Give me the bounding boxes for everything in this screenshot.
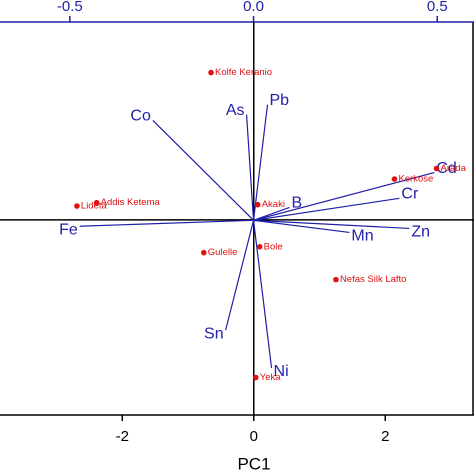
loading-label: Cr bbox=[401, 186, 419, 203]
loading-label: Ni bbox=[274, 363, 289, 380]
loading-label: Pb bbox=[269, 92, 289, 109]
score-label: Kerkose bbox=[398, 174, 433, 185]
x-tick-label: 2 bbox=[381, 428, 389, 445]
loading-label: Sn bbox=[204, 325, 224, 342]
score-point bbox=[333, 276, 339, 283]
loading-label: Co bbox=[130, 108, 151, 125]
loading-arrow bbox=[152, 120, 254, 221]
x-axis-label: PC1 bbox=[237, 454, 270, 473]
score-point bbox=[433, 165, 440, 172]
loading-arrow bbox=[252, 104, 269, 221]
score-label: Yeka bbox=[260, 372, 281, 383]
loading-label: Mn bbox=[351, 228, 373, 245]
score-label: Bole bbox=[264, 241, 283, 252]
score-label: Lideta bbox=[81, 201, 108, 212]
loading-arrow bbox=[253, 219, 410, 230]
x2-tick-label: -0.5 bbox=[57, 0, 83, 15]
loading-arrow bbox=[225, 220, 255, 331]
score-label: Addis Ketema bbox=[101, 197, 161, 208]
score-label: Nefas Silk Lafto bbox=[340, 274, 407, 285]
score-label: Arada bbox=[441, 163, 467, 174]
loading-label: Zn bbox=[411, 224, 430, 241]
loading-arrow bbox=[79, 219, 254, 227]
score-label: Gulelle bbox=[208, 247, 238, 258]
score-point bbox=[201, 249, 207, 256]
score-point bbox=[93, 199, 100, 206]
loading-arrow bbox=[253, 172, 435, 221]
x-tick-label: -2 bbox=[116, 428, 129, 445]
score-point bbox=[252, 374, 259, 381]
loading-label: B bbox=[292, 195, 303, 212]
score-point bbox=[74, 203, 80, 209]
loading-arrow bbox=[253, 206, 290, 221]
score-point bbox=[254, 201, 261, 208]
score-label: Kolfe Keranio bbox=[215, 67, 272, 78]
score-label: Akaki bbox=[262, 199, 285, 210]
x2-tick-label: 0.5 bbox=[427, 0, 448, 15]
loading-arrow bbox=[253, 219, 350, 234]
x2-tick-label: 0.0 bbox=[243, 0, 264, 15]
loading-label: Fe bbox=[59, 221, 78, 238]
loading-arrow bbox=[253, 197, 400, 221]
loading-label: Cd bbox=[436, 160, 456, 177]
loading-arrow bbox=[245, 114, 255, 221]
x-tick-label: 0 bbox=[250, 428, 258, 445]
loading-arrow bbox=[252, 220, 273, 369]
loading-label: As bbox=[226, 102, 245, 119]
score-point bbox=[391, 176, 398, 182]
score-point bbox=[208, 69, 214, 76]
score-point bbox=[256, 243, 263, 250]
